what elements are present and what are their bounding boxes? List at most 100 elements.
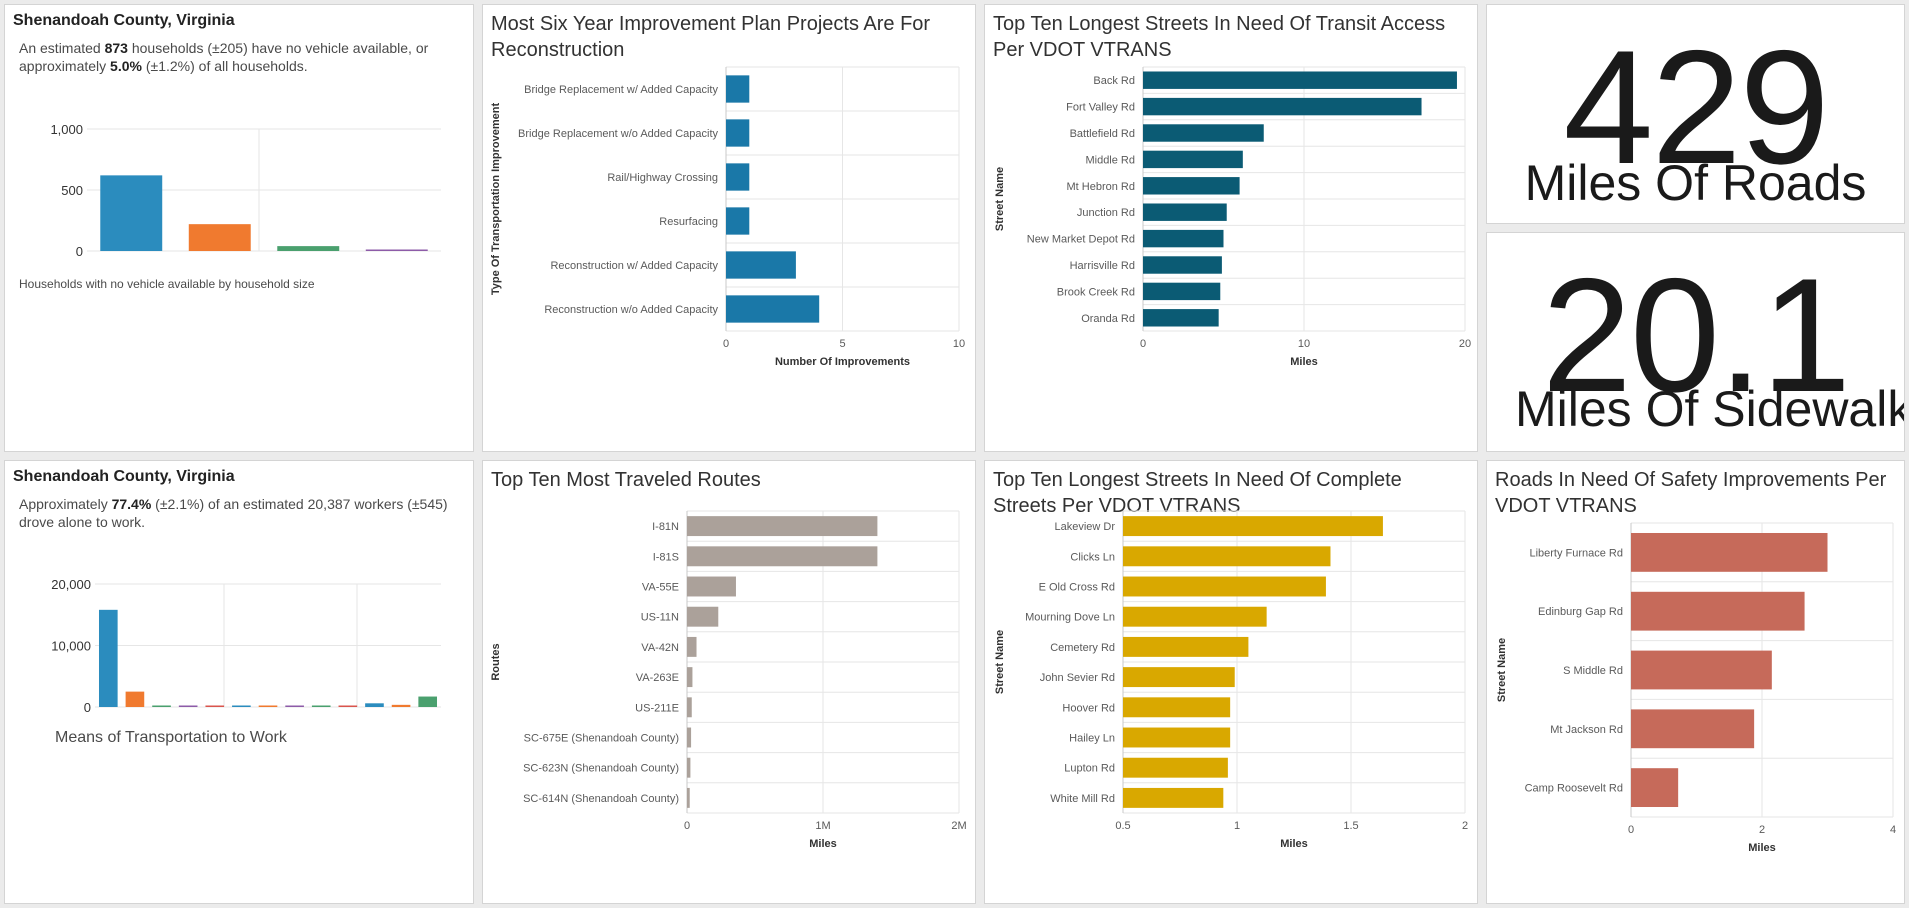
panel-title: Most Six Year Improvement Plan Projects … xyxy=(491,13,931,61)
traveled-routes-chart: 0 1M 2M I-81N I-81S VA-55E US-11N VA-42N VA-263E… xyxy=(490,510,967,850)
safety-improvements-chart: 0 2 4 Liberty Furnace Rd Edinburg Gap Rd S Mi… xyxy=(1496,522,1896,854)
x-tick-label: 0 xyxy=(1140,338,1146,350)
bar xyxy=(1123,606,1267,627)
x-tick-label: 10 xyxy=(1298,338,1310,350)
y-axis-title: Routes xyxy=(490,643,502,680)
y-tick-label: Fort Valley Rd xyxy=(1066,102,1135,114)
x-axis-title: Miles xyxy=(809,838,837,850)
bar xyxy=(1123,697,1231,718)
y-tick-label: SC-675E (Shenandoah County) xyxy=(524,733,679,745)
bar xyxy=(365,249,428,251)
card-description: An estimated 873 households (±205) have … xyxy=(19,40,429,74)
bar xyxy=(1123,667,1235,688)
x-tick-label: 2M xyxy=(951,820,966,832)
y-tick-label: Mt Hebron Rd xyxy=(1067,181,1135,193)
y-tick-label: Lupton Rd xyxy=(1064,763,1115,775)
bar xyxy=(365,703,384,707)
panel-title: Roads In Need Of Safety Improvements Per… xyxy=(1495,469,1887,517)
y-tick-label: Lakeview Dr xyxy=(1054,521,1115,533)
y-axis-title: Street Name xyxy=(1496,638,1508,702)
y-axis-title: Type Of Transportation Improvement xyxy=(490,103,502,296)
y-tick-label: 500 xyxy=(61,183,83,198)
bar xyxy=(100,175,163,251)
x-tick-label: 0 xyxy=(1628,824,1634,836)
bar xyxy=(205,705,225,707)
x-tick-label: 20 xyxy=(1459,338,1471,350)
y-tick-label: 20,000 xyxy=(51,577,91,592)
bar xyxy=(1631,591,1805,631)
x-tick-label: 5 xyxy=(839,338,845,350)
bar xyxy=(687,576,736,597)
six-year-plan-chart: 0 5 10 Bridge Replacement w/ Added Capacity… xyxy=(490,66,965,368)
bar xyxy=(1143,282,1221,301)
bar xyxy=(726,207,750,235)
bar xyxy=(1143,71,1457,89)
bar xyxy=(1123,546,1331,567)
bar xyxy=(277,246,340,251)
bar xyxy=(726,295,820,323)
x-tick-label: 0 xyxy=(723,338,729,350)
x-axis-title: Miles xyxy=(1748,842,1776,854)
bar xyxy=(687,787,690,808)
card-title: Shenandoah County, Virginia xyxy=(13,12,235,29)
y-tick-label: Back Rd xyxy=(1093,75,1135,87)
no-vehicle-card: Shenandoah County, Virginia An estimated… xyxy=(4,4,474,452)
x-axis-title: Number Of Improvements xyxy=(775,356,910,368)
y-tick-label: Bridge Replacement w/o Added Capacity xyxy=(518,128,718,140)
y-tick-label: Cemetery Rd xyxy=(1050,642,1115,654)
bar xyxy=(1123,576,1326,597)
bar xyxy=(418,696,438,707)
x-tick-label: 1 xyxy=(1234,820,1240,832)
bar xyxy=(726,75,750,103)
sidewalks-value: 20.1 xyxy=(1541,245,1851,426)
miles-of-sidewalks-card: 20.1 Miles Of Sidewalks xyxy=(1486,232,1905,452)
transit-access-chart: 0 10 20 Back Rd Fort Valley Rd Battlefield Rd… xyxy=(994,66,1471,368)
y-tick-label: 0 xyxy=(84,700,91,715)
bar xyxy=(1143,203,1227,221)
y-tick-label: Clicks Ln xyxy=(1070,551,1115,563)
y-tick-label: Oranda Rd xyxy=(1081,313,1135,325)
bar xyxy=(726,119,750,147)
bar xyxy=(1143,256,1222,274)
y-axis-title: Street Name xyxy=(994,630,1006,694)
bar xyxy=(687,606,719,627)
bar xyxy=(726,163,750,191)
x-tick-label: 2 xyxy=(1462,820,1468,832)
bar xyxy=(1123,727,1231,748)
y-tick-label: New Market Depot Rd xyxy=(1027,234,1135,246)
y-tick-label: Reconstruction w/o Added Capacity xyxy=(544,304,718,316)
households-chart: 0 500 1,000 xyxy=(50,122,441,259)
y-tick-label: Bridge Replacement w/ Added Capacity xyxy=(524,84,718,96)
x-axis-title: Miles xyxy=(1290,356,1318,368)
y-tick-label: US-211E xyxy=(635,702,679,714)
y-axis-title: Street Name xyxy=(994,167,1006,231)
x-tick-label: 10 xyxy=(953,338,965,350)
y-tick-label: VA-42N xyxy=(641,642,679,654)
panel-title: Top Ten Longest Streets In Need Of Trans… xyxy=(993,13,1446,61)
y-tick-label: Harrisville Rd xyxy=(1070,260,1135,272)
bar xyxy=(1143,97,1422,116)
y-tick-label: White Mill Rd xyxy=(1050,793,1115,805)
bar xyxy=(1631,650,1772,690)
bar xyxy=(687,727,692,748)
bar xyxy=(125,691,145,707)
y-tick-label: 1,000 xyxy=(50,122,83,137)
y-tick-label: US-11N xyxy=(641,612,679,624)
y-tick-label: 0 xyxy=(76,244,83,259)
bar xyxy=(687,697,692,718)
y-tick-label: SC-614N (Shenandoah County) xyxy=(523,793,679,805)
y-tick-label: VA-55E xyxy=(642,582,679,594)
y-tick-label: S Middle Rd xyxy=(1563,665,1623,677)
bar xyxy=(1123,636,1249,657)
bar xyxy=(1631,709,1755,749)
commute-chart: 0 10,000 20,000 xyxy=(51,577,441,715)
y-tick-label: Junction Rd xyxy=(1077,207,1135,219)
y-tick-label: Middle Rd xyxy=(1085,154,1135,166)
x-tick-label: 0 xyxy=(684,820,690,832)
bar xyxy=(1631,532,1828,572)
y-tick-label: Resurfacing xyxy=(659,216,718,228)
commute-card: Shenandoah County, Virginia Approximatel… xyxy=(4,460,474,904)
bar xyxy=(258,705,278,707)
bar xyxy=(391,704,411,707)
y-tick-label: SC-623N (Shenandoah County) xyxy=(523,763,679,775)
